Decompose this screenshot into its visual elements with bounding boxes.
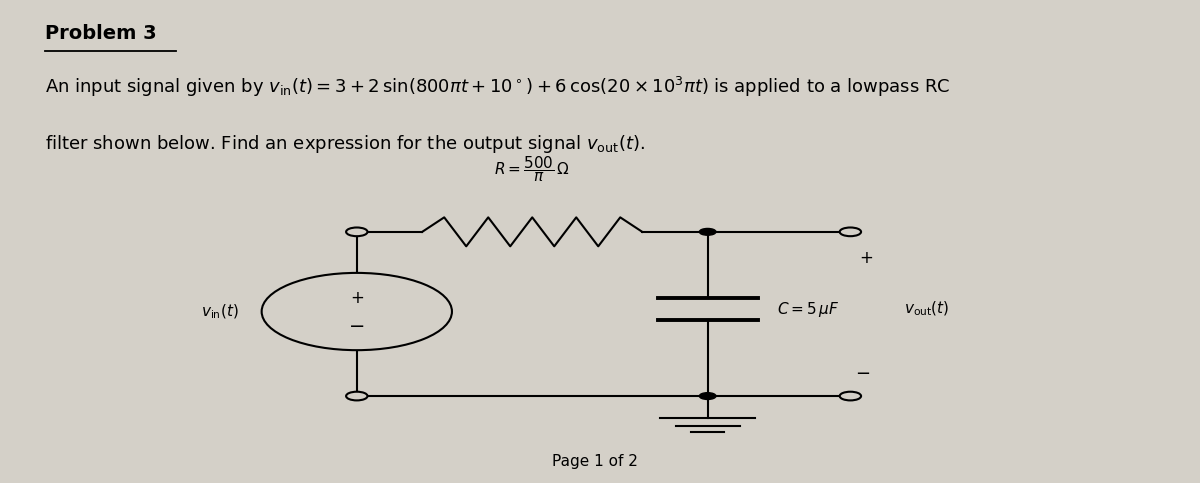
Text: +: + (859, 249, 872, 268)
Text: filter shown below. Find an expression for the output signal $v_{\mathrm{out}}(t: filter shown below. Find an expression f… (46, 133, 646, 155)
Circle shape (262, 273, 452, 350)
Circle shape (840, 227, 862, 236)
Circle shape (700, 393, 716, 399)
Text: $R = \dfrac{500}{\pi}\,\Omega$: $R = \dfrac{500}{\pi}\,\Omega$ (494, 154, 570, 184)
Circle shape (346, 392, 367, 400)
Text: $C = 5\,\mu F$: $C = 5\,\mu F$ (776, 299, 839, 319)
Circle shape (700, 228, 716, 235)
Text: +: + (350, 289, 364, 307)
Text: $v_{\mathrm{in}}(t)$: $v_{\mathrm{in}}(t)$ (202, 302, 239, 321)
Text: Page 1 of 2: Page 1 of 2 (552, 454, 637, 469)
Text: An input signal given by $v_{\mathrm{in}}(t) = 3 + 2\,\sin(800\pi t + 10^\circ) : An input signal given by $v_{\mathrm{in}… (46, 75, 950, 99)
Circle shape (346, 227, 367, 236)
Text: Problem 3: Problem 3 (46, 24, 157, 43)
Circle shape (840, 392, 862, 400)
Text: −: − (854, 365, 870, 384)
Text: −: − (349, 317, 365, 337)
Text: $v_{\mathrm{out}}(t)$: $v_{\mathrm{out}}(t)$ (904, 300, 949, 318)
